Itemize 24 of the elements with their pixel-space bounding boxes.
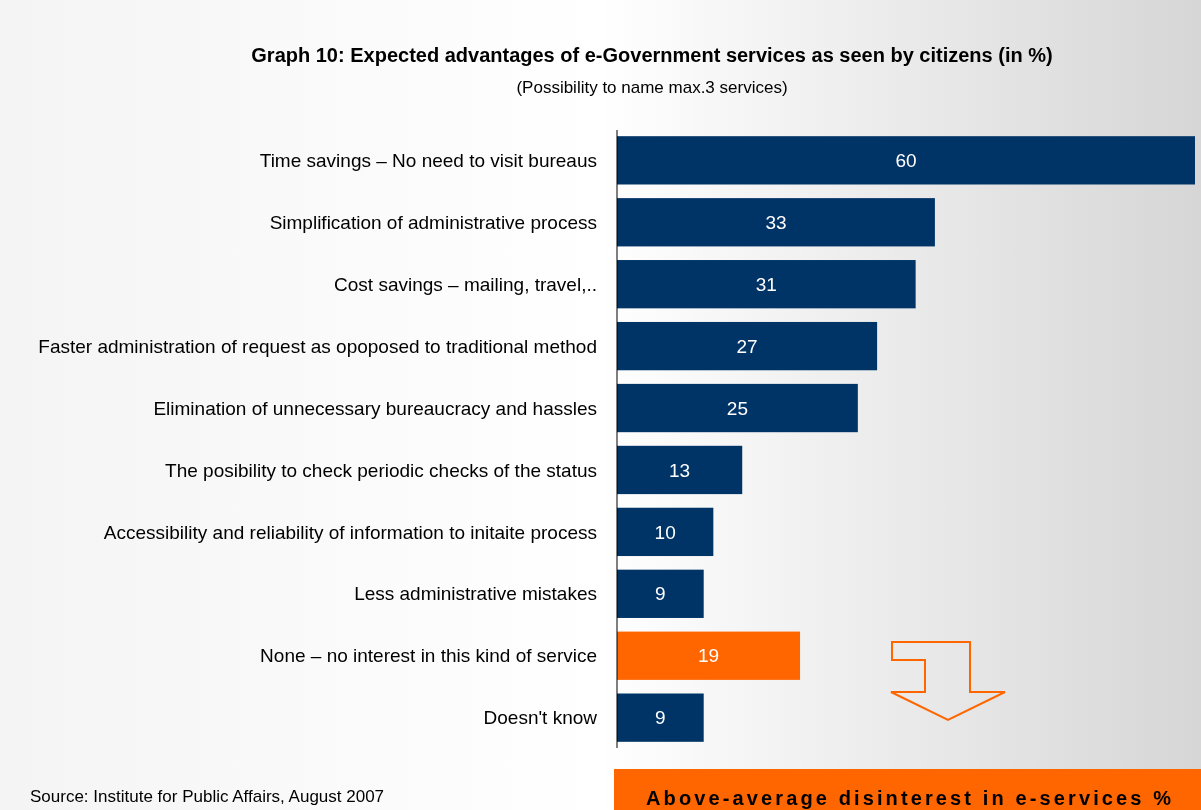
y-tick-label: Elimination of unnecessary bureaucracy and hassles [153, 397, 597, 419]
data-label: 25 [726, 397, 748, 419]
y-tick-label: Doesn't know [483, 707, 598, 729]
y-tick-label: Faster administration of request as opoposed to traditional method [38, 335, 597, 357]
data-label: 27 [736, 335, 758, 357]
data-label: 33 [765, 211, 787, 233]
data-label: 13 [669, 459, 691, 481]
data-label: 10 [654, 521, 676, 543]
data-label: 19 [697, 645, 720, 667]
data-label: 9 [655, 707, 666, 729]
data-label: 31 [755, 273, 777, 295]
y-tick-label: Cost savings – mailing, travel,.. [334, 273, 597, 295]
y-tick-label: Time savings – No need to visit bureaus [259, 149, 597, 171]
chart-title: Graph 10: Expected advantages of e-Government services as seen by citizens (in %) [251, 44, 1053, 66]
text: Above-average disinterest in e-services % [646, 787, 1172, 809]
y-tick-label: Accessibility and reliability of information to initaite process [103, 521, 597, 543]
chart-subtitle: (Possibility to name max.3 services) [516, 78, 788, 97]
y-tick-label: Simplification of administrative process [269, 211, 597, 233]
y-tick-label: Less administrative mistakes [354, 583, 597, 605]
y-tick-label: None – no interest in this kind of service [260, 645, 597, 667]
source-note: Source: Institute for Public Affairs, August 2007 [30, 787, 385, 806]
data-label: 9 [655, 583, 666, 605]
y-tick-label: The posibility to check periodic checks of the status [165, 459, 597, 481]
data-label: 60 [895, 149, 917, 171]
